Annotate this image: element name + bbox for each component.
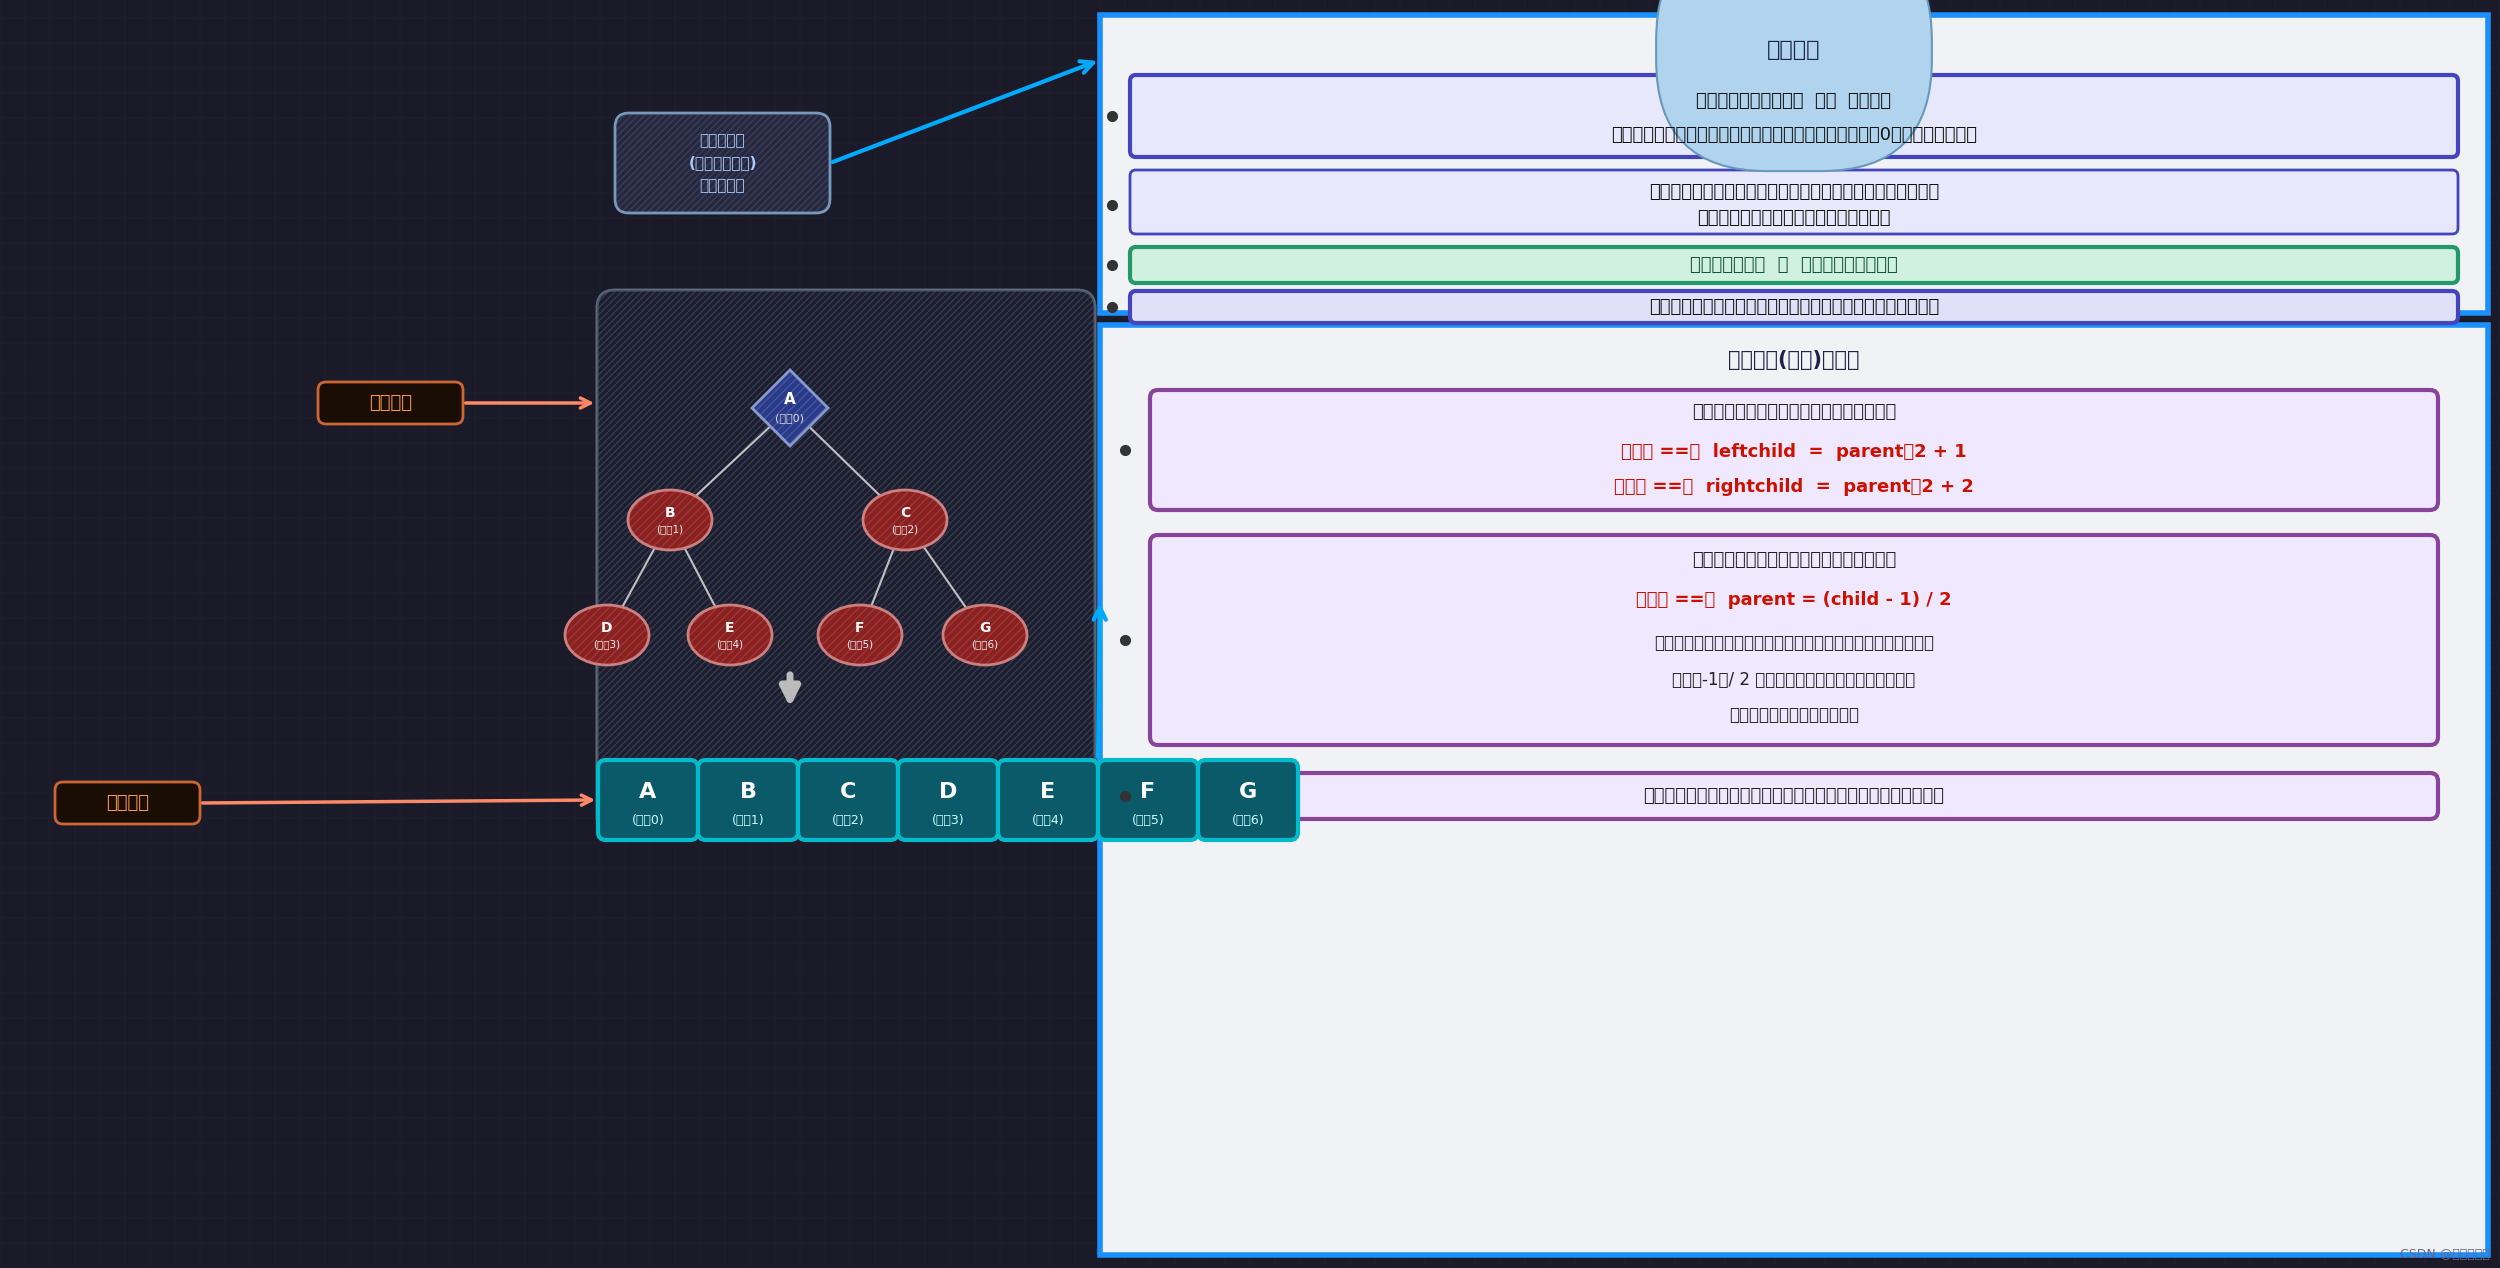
FancyBboxPatch shape <box>798 760 898 839</box>
Text: （偶数-1）/ 2 会向下取整，得到偶数父节点下标，: （偶数-1）/ 2 会向下取整，得到偶数父节点下标， <box>1672 671 1915 689</box>
Text: 右节点 ==》  rightchild  =  parent＊2 + 2: 右节点 ==》 rightchild = parent＊2 + 2 <box>1615 478 1975 496</box>
Text: B: B <box>665 506 675 520</box>
FancyBboxPatch shape <box>1130 170 2458 235</box>
Ellipse shape <box>628 489 712 550</box>
Text: 现实使用中只有  堆  才会使用数组来存储: 现实使用中只有 堆 才会使用数组来存储 <box>1690 256 1898 274</box>
Text: 父节点 ==》  parent = (child - 1) / 2: 父节点 ==》 parent = (child - 1) / 2 <box>1635 591 1952 609</box>
FancyBboxPatch shape <box>1100 15 2488 313</box>
Text: 通过观察可以发现左节点下标都是奇数，右节点下标都是偶数，: 通过观察可以发现左节点下标都是奇数，右节点下标都是偶数， <box>1655 634 1935 652</box>
Ellipse shape <box>942 605 1028 664</box>
FancyBboxPatch shape <box>318 382 462 424</box>
FancyBboxPatch shape <box>598 760 698 839</box>
Text: (下标4): (下标4) <box>718 639 742 649</box>
Text: F: F <box>855 621 865 635</box>
FancyBboxPatch shape <box>1130 290 2458 323</box>
Text: E: E <box>1040 782 1055 801</box>
FancyBboxPatch shape <box>1100 325 2488 1255</box>
FancyBboxPatch shape <box>1198 760 1298 839</box>
Text: (下标0): (下标0) <box>775 413 805 424</box>
Text: 逻辑结构: 逻辑结构 <box>370 394 413 412</box>
Text: C: C <box>840 782 855 801</box>
Text: 二叉树顺序存储在物理上是一个数组，在逻辑上是一颗二叉树: 二叉树顺序存储在物理上是一个数组，在逻辑上是一颗二叉树 <box>1650 298 1940 316</box>
Text: 该规律只适用于完全二叉树，因为完全二叉树从左到右是连续的: 该规律只适用于完全二叉树，因为完全二叉树从左到右是连续的 <box>1642 787 1945 805</box>
FancyBboxPatch shape <box>1130 247 2458 283</box>
FancyBboxPatch shape <box>1130 75 2458 157</box>
Text: 所以一个公式即可求得父节点: 所以一个公式即可求得父节点 <box>1730 706 1860 724</box>
Text: (下标3): (下标3) <box>592 639 620 649</box>
Text: (下标1): (下标1) <box>658 524 682 534</box>
Text: A: A <box>640 782 658 801</box>
FancyBboxPatch shape <box>55 782 200 824</box>
Text: (下标6): (下标6) <box>972 639 998 649</box>
Text: F: F <box>1140 782 1155 801</box>
Text: (下标2): (下标2) <box>832 814 865 827</box>
FancyBboxPatch shape <box>1150 773 2438 819</box>
Text: 顺序结构存储就是使用  数组  来存储，: 顺序结构存储就是使用 数组 来存储， <box>1698 93 1892 110</box>
Text: 任意位置通过下标可以找到父亲或者孩子，数组中下标为0的元素即为根节点: 任意位置通过下标可以找到父亲或者孩子，数组中下标为0的元素即为根节点 <box>1610 126 1978 145</box>
Text: 完全二叉树
(包括满二叉树)
的顺序结构: 完全二叉树 (包括满二叉树) 的顺序结构 <box>688 133 757 193</box>
Ellipse shape <box>565 605 650 664</box>
Text: 因为不是完全二叉树的话会有空间的浪费: 因为不是完全二叉树的话会有空间的浪费 <box>1698 209 1890 227</box>
Text: (下标6): (下标6) <box>1232 814 1265 827</box>
Text: (下标0): (下标0) <box>632 814 665 827</box>
Text: CSDN @高高的胖子: CSDN @高高的胖子 <box>2400 1249 2490 1262</box>
FancyBboxPatch shape <box>1150 535 2438 746</box>
Ellipse shape <box>862 489 948 550</box>
FancyBboxPatch shape <box>698 760 798 839</box>
Ellipse shape <box>688 605 772 664</box>
FancyBboxPatch shape <box>1098 760 1198 839</box>
FancyBboxPatch shape <box>998 760 1098 839</box>
FancyBboxPatch shape <box>598 290 1095 836</box>
Text: G: G <box>1240 782 1258 801</box>
Text: A: A <box>785 393 795 407</box>
FancyBboxPatch shape <box>598 290 1095 836</box>
Text: B: B <box>740 782 758 801</box>
FancyBboxPatch shape <box>898 760 998 839</box>
Text: G: G <box>980 621 990 635</box>
Ellipse shape <box>818 605 902 664</box>
Text: (下标2): (下标2) <box>892 524 918 534</box>
Text: 使用数组进行存储一般只适合表示完全二叉树（满二叉树），: 使用数组进行存储一般只适合表示完全二叉树（满二叉树）， <box>1650 183 1940 202</box>
Polygon shape <box>752 370 828 446</box>
Text: D: D <box>602 621 612 635</box>
Text: (下标5): (下标5) <box>848 639 872 649</box>
Text: 存储结构: 存储结构 <box>105 794 150 812</box>
Text: 左节点 ==》  leftchild  =  parent＊2 + 1: 左节点 ==》 leftchild = parent＊2 + 1 <box>1620 443 1968 462</box>
Text: 通过子节点（下标）找到父节点（下标）：: 通过子节点（下标）找到父节点（下标）： <box>1693 552 1895 569</box>
Text: (下标4): (下标4) <box>1032 814 1065 827</box>
Text: 顺序结构: 顺序结构 <box>1768 41 1820 60</box>
FancyBboxPatch shape <box>1150 391 2438 510</box>
FancyBboxPatch shape <box>615 113 830 213</box>
Text: E: E <box>725 621 735 635</box>
Text: C: C <box>900 506 910 520</box>
Text: D: D <box>940 782 958 801</box>
Text: (下标3): (下标3) <box>932 814 965 827</box>
Text: 顺序结构(数学)规律：: 顺序结构(数学)规律： <box>1727 350 1860 370</box>
Text: 通过父节点（下标）找到子节点（下标）：: 通过父节点（下标）找到子节点（下标）： <box>1693 403 1895 421</box>
Text: (下标5): (下标5) <box>1132 814 1165 827</box>
Text: (下标1): (下标1) <box>732 814 765 827</box>
